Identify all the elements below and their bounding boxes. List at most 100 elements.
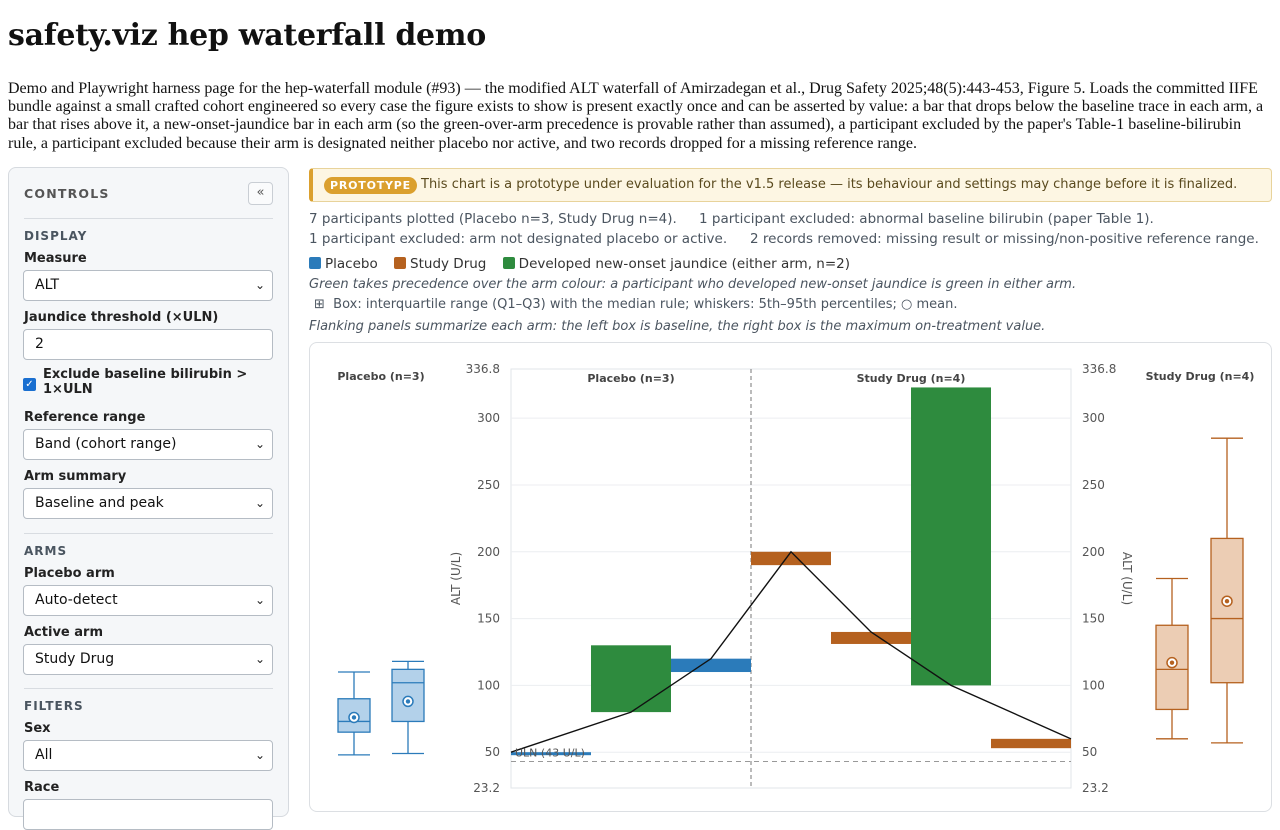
y-tick-label-right: 100 (1082, 678, 1105, 692)
page-title: safety.viz hep waterfall demo (8, 18, 486, 53)
y-min-label-left: 23.2 (473, 781, 500, 795)
controls-panel: CONTROLS « DISPLAY Measure ALT ⌄ Jaundic… (8, 167, 289, 830)
y-tick-label-left: 300 (477, 411, 500, 425)
placebo-arm-label: Placebo arm (24, 566, 115, 581)
measure-value: ALT (35, 277, 60, 293)
chart-legend: Placebo Study Drug Developed new-onset j… (309, 256, 862, 272)
waterfall-bar (911, 387, 991, 686)
drug-peak-box-iqr-box (1210, 537, 1244, 684)
y-tick-label-left: 250 (477, 478, 500, 492)
chevron-down-icon: ⌄ (254, 278, 265, 292)
placebo-arm-value: Auto-detect (35, 592, 118, 608)
prototype-badge: PROTOTYPE (324, 177, 417, 194)
box-note-text: Box: interquartile range (Q1–Q3) with th… (333, 297, 958, 312)
placebo-peak-box-mean-dot (405, 699, 411, 704)
y-tick-label-left: 200 (477, 545, 500, 559)
exclude-bilirubin-checkbox[interactable]: ✓ (23, 378, 36, 391)
chevron-down-icon: ⌄ (254, 437, 265, 451)
y-axis-title-left: ALT (U/L) (449, 552, 463, 605)
panel-title-placebo: Placebo (n=3) (587, 372, 674, 385)
boxplot-icon: ⊞ (314, 297, 325, 312)
divider (24, 533, 273, 534)
waterfall-bar (671, 658, 751, 673)
y-tick-label-left: 50 (485, 745, 500, 759)
sex-select[interactable]: All ⌄ (23, 740, 273, 771)
collapse-controls-button[interactable]: « (248, 182, 273, 205)
placebo-peak-box-iqr-box (391, 668, 425, 723)
race-select[interactable] (23, 799, 273, 830)
summary-excluded-arm: 1 participant excluded: arm not designat… (309, 231, 728, 247)
flank-title-drug: Study Drug (n=4) (1146, 370, 1255, 383)
box-note: ⊞ Box: interquartile range (Q1–Q3) with … (314, 297, 957, 312)
baseline-trace (510, 550, 1072, 753)
active-arm-label: Active arm (24, 625, 103, 640)
y-tick-label-right: 50 (1082, 745, 1097, 759)
controls-header: CONTROLS (24, 186, 110, 201)
y-tick-label-right: 250 (1082, 478, 1105, 492)
divider (24, 688, 273, 689)
measure-label: Measure (24, 251, 87, 266)
intro-text: Demo and Playwright harness page for the… (8, 80, 1264, 152)
plot-frame (510, 368, 1072, 789)
drug-peak-box-mean-dot (1224, 599, 1230, 604)
chart-card: 50 50 100 100 150 150 200 200 250 250 300 300 336.8 3… (309, 342, 1272, 812)
y-tick-label-right: 200 (1082, 545, 1105, 559)
jaundice-threshold-value: 2 (35, 336, 44, 352)
jaundice-swatch (502, 257, 515, 269)
prototype-banner: PROTOTYPE This chart is a prototype unde… (309, 168, 1272, 202)
reference-range-label: Reference range (24, 410, 146, 425)
banner-text: This chart is a prototype under evaluati… (421, 177, 1238, 192)
arm-summary-select[interactable]: Baseline and peak ⌄ (23, 488, 273, 519)
waterfall-chart: 50 50 100 100 150 150 200 200 250 250 300 300 336.8 3… (337, 362, 1255, 795)
chevron-down-icon: ⌄ (254, 496, 265, 510)
waterfall-bar (591, 645, 671, 713)
precedence-note: Green takes precedence over the arm colo… (309, 277, 1077, 292)
legend-item-drug: Study Drug (394, 256, 486, 272)
y-axis-title-right: ALT (U/L) (1120, 552, 1134, 605)
waterfall-bar (751, 551, 831, 566)
chevron-down-icon: ⌄ (254, 593, 265, 607)
legend-item-jaundice: Developed new-onset jaundice (either arm… (502, 256, 850, 272)
chevron-down-icon: ⌄ (254, 652, 265, 666)
jaundice-threshold-input[interactable]: 2 (23, 329, 273, 360)
waterfall-bar (831, 631, 911, 644)
race-label: Race (24, 780, 60, 795)
uln-label: ULN (43 U/L) (515, 747, 585, 760)
flank-note: Flanking panels summarize each arm: the … (309, 319, 1046, 334)
y-tick-label-right: 150 (1082, 612, 1105, 626)
reference-range-select[interactable]: Band (cohort range) ⌄ (23, 429, 273, 460)
y-min-label-right: 23.2 (1082, 781, 1109, 795)
summary-plotted: 7 participants plotted (Placebo n=3, Stu… (309, 211, 677, 227)
sex-label: Sex (24, 721, 51, 736)
jaundice-threshold-label: Jaundice threshold (×ULN) (24, 310, 219, 325)
placebo-baseline-box-mean-dot (351, 715, 357, 720)
waterfall-bar (991, 738, 1071, 749)
arm-summary-value: Baseline and peak (35, 495, 164, 511)
display-section-title: DISPLAY (24, 229, 88, 243)
drug-baseline-box-mean-dot (1169, 660, 1175, 665)
reference-range-value: Band (cohort range) (35, 436, 177, 452)
exclude-bilirubin-label: Exclude baseline bilirubin > 1×ULN (43, 367, 248, 397)
panel-title-drug: Study Drug (n=4) (857, 372, 966, 385)
arms-section-title: ARMS (24, 544, 68, 558)
y-tick-label-right: 300 (1082, 411, 1105, 425)
placebo-swatch (309, 257, 321, 269)
flank-title-placebo: Placebo (n=3) (337, 370, 424, 383)
y-max-label-right: 336.8 (1082, 362, 1116, 376)
y-tick-label-left: 150 (477, 612, 500, 626)
arm-summary-label: Arm summary (24, 469, 127, 484)
filters-section-title: FILTERS (24, 699, 84, 713)
divider (24, 218, 273, 219)
legend-item-placebo: Placebo (309, 256, 378, 272)
active-arm-value: Study Drug (35, 651, 115, 667)
y-tick-label-left: 100 (477, 678, 500, 692)
active-arm-select[interactable]: Study Drug ⌄ (23, 644, 273, 675)
y-max-label-left: 336.8 (466, 362, 500, 376)
summary-excluded-bilirubin: 1 participant excluded: abnormal baselin… (699, 211, 1154, 227)
sex-value: All (35, 747, 53, 763)
measure-select[interactable]: ALT ⌄ (23, 270, 273, 301)
drug-swatch (394, 257, 407, 269)
summary-records-removed: 2 records removed: missing result or mis… (750, 231, 1259, 247)
chevron-down-icon: ⌄ (254, 748, 265, 762)
placebo-arm-select[interactable]: Auto-detect ⌄ (23, 585, 273, 616)
